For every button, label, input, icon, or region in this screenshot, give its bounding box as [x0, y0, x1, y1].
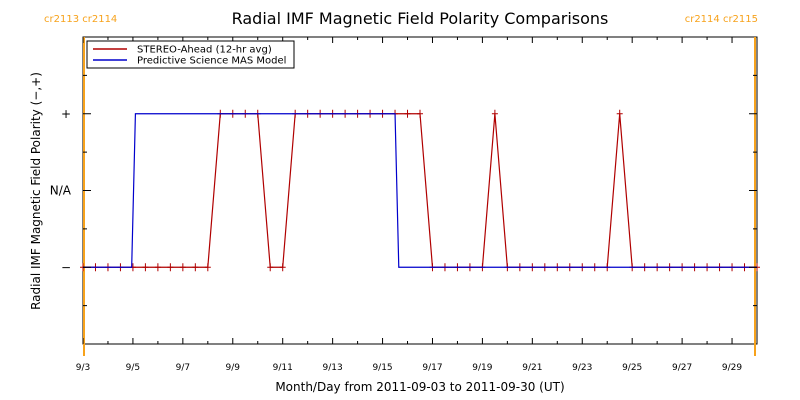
stereo-data-point	[192, 263, 199, 272]
legend-label: STEREO-Ahead (12-hr avg)	[137, 45, 272, 56]
mas-model-line	[83, 113, 757, 268]
stereo-data-point	[267, 263, 274, 272]
x-axis-label: Month/Day from 2011-09-03 to 2011-09-30 …	[275, 380, 564, 394]
carrington-label: cr2114 cr2115	[685, 14, 758, 25]
y-tick-label: N/A	[50, 184, 72, 198]
x-tick-label: 9/25	[622, 363, 642, 373]
y-tick-label: −	[61, 260, 71, 274]
x-tick-label: 9/27	[672, 363, 692, 373]
stereo-data-point	[142, 263, 149, 272]
legend-label: Predictive Science MAS Model	[137, 56, 286, 67]
plot-area	[82, 36, 758, 345]
x-tick-label: 9/9	[226, 363, 241, 373]
stereo-data-point	[491, 109, 498, 118]
carrington-label: cr2113 cr2114	[44, 14, 117, 25]
stereo-data-point	[417, 109, 423, 118]
x-tick-label: 9/13	[323, 363, 343, 373]
stereo-data-point	[279, 263, 286, 272]
x-tick-label: 9/19	[472, 363, 492, 373]
x-tick-label: 9/29	[722, 363, 742, 373]
stereo-data-point	[204, 263, 211, 272]
x-tick-label: 9/11	[273, 363, 293, 373]
x-tick-label: 9/7	[176, 363, 190, 373]
chart-title: Radial IMF Magnetic Field Polarity Compa…	[232, 9, 609, 28]
x-tick-label: 9/3	[76, 363, 90, 373]
stereo-ahead-line	[83, 113, 757, 268]
x-tick-label: 9/5	[126, 363, 140, 373]
stereo-data-point	[154, 263, 161, 272]
stereo-data-point	[616, 109, 623, 118]
legend-box	[86, 40, 295, 69]
stereo-data-point	[179, 263, 186, 272]
x-tick-label: 9/23	[572, 363, 592, 373]
y-tick-label: +	[61, 107, 71, 121]
stereo-data-point	[404, 109, 411, 118]
x-tick-label: 9/15	[372, 363, 392, 373]
y-axis-label: Radial IMF Magnetic Field Polarity (−,+)	[29, 72, 43, 310]
x-tick-label: 9/21	[522, 363, 542, 373]
stereo-data-point	[167, 263, 174, 272]
x-tick-label: 9/17	[422, 363, 442, 373]
